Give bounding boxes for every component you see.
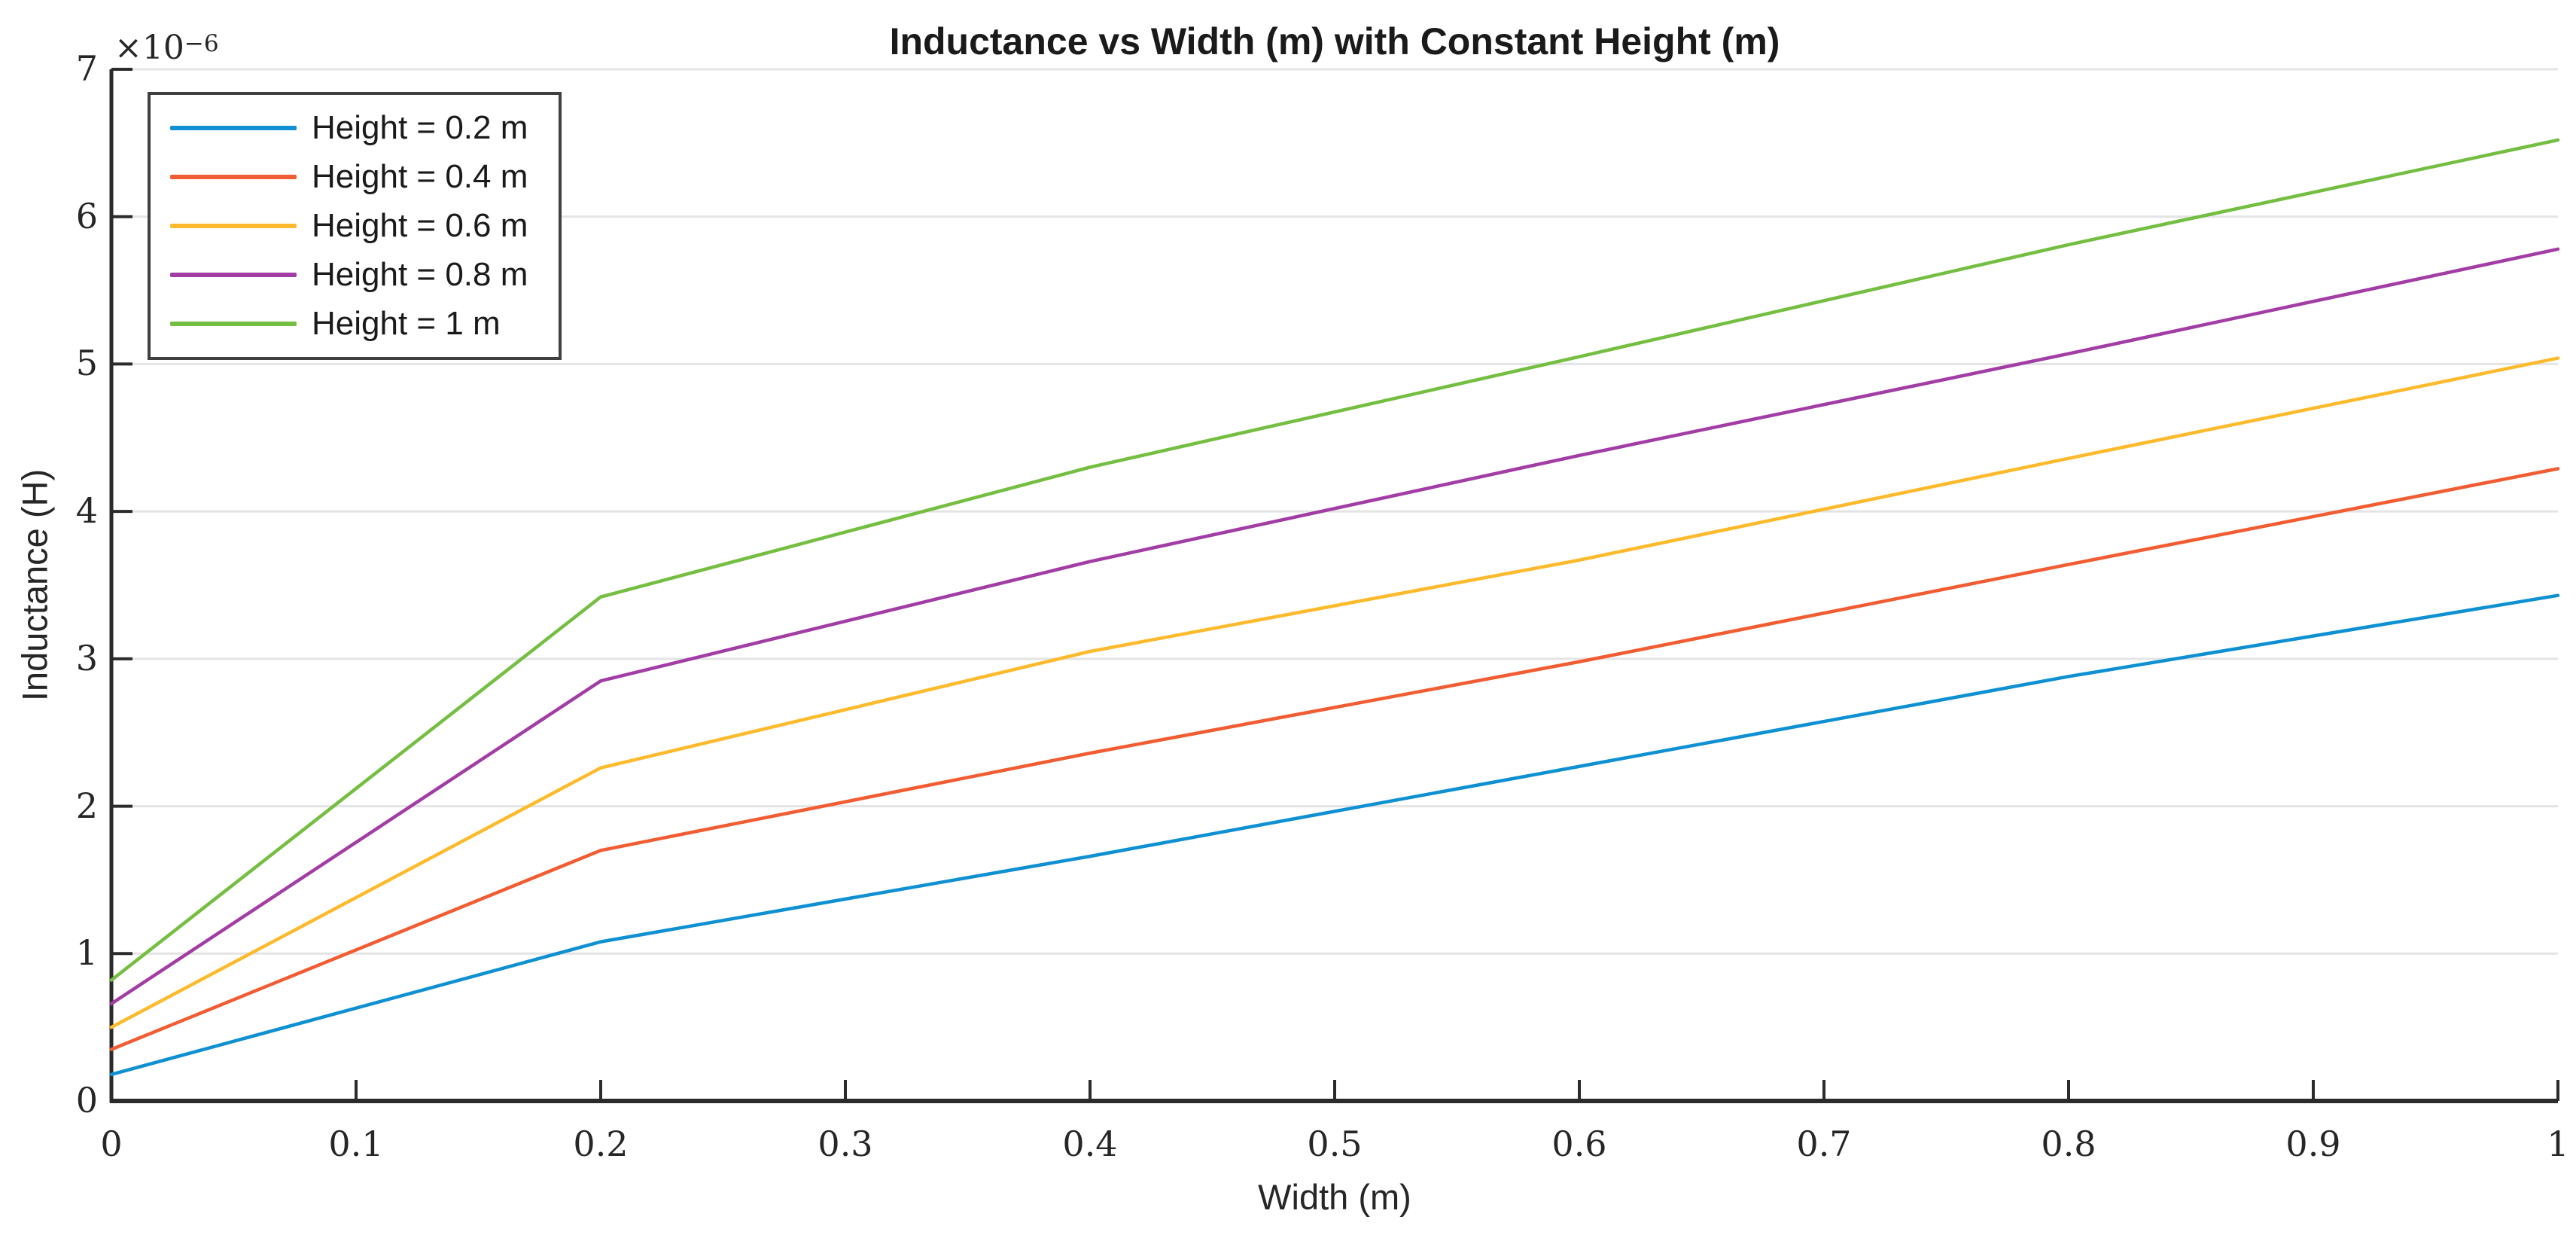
legend-entry-label: Height = 0.8 m xyxy=(312,255,528,293)
chart-title: Inductance vs Width (m) with Constant He… xyxy=(889,20,1780,63)
legend-entry-label: Height = 0.2 m xyxy=(312,109,528,147)
legend-line-sample xyxy=(170,223,297,228)
legend-line-sample xyxy=(170,321,297,326)
y-axis-title: Inductance (H) xyxy=(14,468,55,702)
legend-line-sample xyxy=(170,126,297,131)
y-tick-label: 4 xyxy=(75,490,98,532)
series-line xyxy=(109,593,2560,1077)
x-tick-label: 0.2 xyxy=(573,1124,629,1164)
x-tick-label: 0 xyxy=(100,1124,123,1164)
x-tick-label: 0.9 xyxy=(2285,1124,2341,1164)
y-tick-label: 6 xyxy=(75,195,98,236)
x-tick-label: 0.6 xyxy=(1551,1124,1607,1164)
legend-entry: Height = 0.6 m xyxy=(151,203,559,249)
x-tick-label: 0.8 xyxy=(2041,1124,2096,1164)
x-tick-label: 0.3 xyxy=(818,1124,873,1164)
x-tick-label: 1 xyxy=(2547,1124,2569,1164)
legend-line-sample xyxy=(170,272,297,277)
x-tick-label: 0.4 xyxy=(1062,1124,1118,1164)
y-tick-label: 0 xyxy=(75,1080,98,1121)
legend-entry: Height = 1 m xyxy=(151,300,559,347)
legend-entry: Height = 0.4 m xyxy=(151,154,559,200)
legend-entry-label: Height = 0.4 m xyxy=(312,158,528,196)
x-tick-label: 0.5 xyxy=(1307,1124,1363,1164)
series-line xyxy=(109,247,2560,1006)
y-axis-exponent-power: −6 xyxy=(184,29,219,57)
legend-entry: Height = 0.2 m xyxy=(151,105,559,151)
x-tick-label: 0.1 xyxy=(328,1124,384,1164)
legend-entry-label: Height = 0.6 m xyxy=(312,206,528,244)
legend-entry: Height = 0.8 m xyxy=(151,252,559,298)
legend-entry-label: Height = 1 m xyxy=(312,304,501,342)
series-line xyxy=(109,138,2560,982)
legend-line-sample xyxy=(170,175,297,180)
y-axis-exponent-base: ×10 xyxy=(114,29,184,67)
y-tick-label: 5 xyxy=(75,343,98,384)
legend: Height = 0.2 m Height = 0.4 m Height = 0.6… xyxy=(148,92,562,360)
x-tick-label: 0.7 xyxy=(1796,1124,1852,1164)
y-tick-label: 7 xyxy=(75,48,98,89)
y-tick-label: 1 xyxy=(75,932,98,974)
y-tick-label: 3 xyxy=(75,637,98,678)
y-tick-label: 2 xyxy=(75,785,98,826)
x-axis-title: Width (m) xyxy=(1258,1177,1411,1217)
y-axis-exponent-label: ×10−6 xyxy=(114,29,219,67)
series-line xyxy=(109,467,2560,1051)
series-line xyxy=(109,356,2560,1029)
